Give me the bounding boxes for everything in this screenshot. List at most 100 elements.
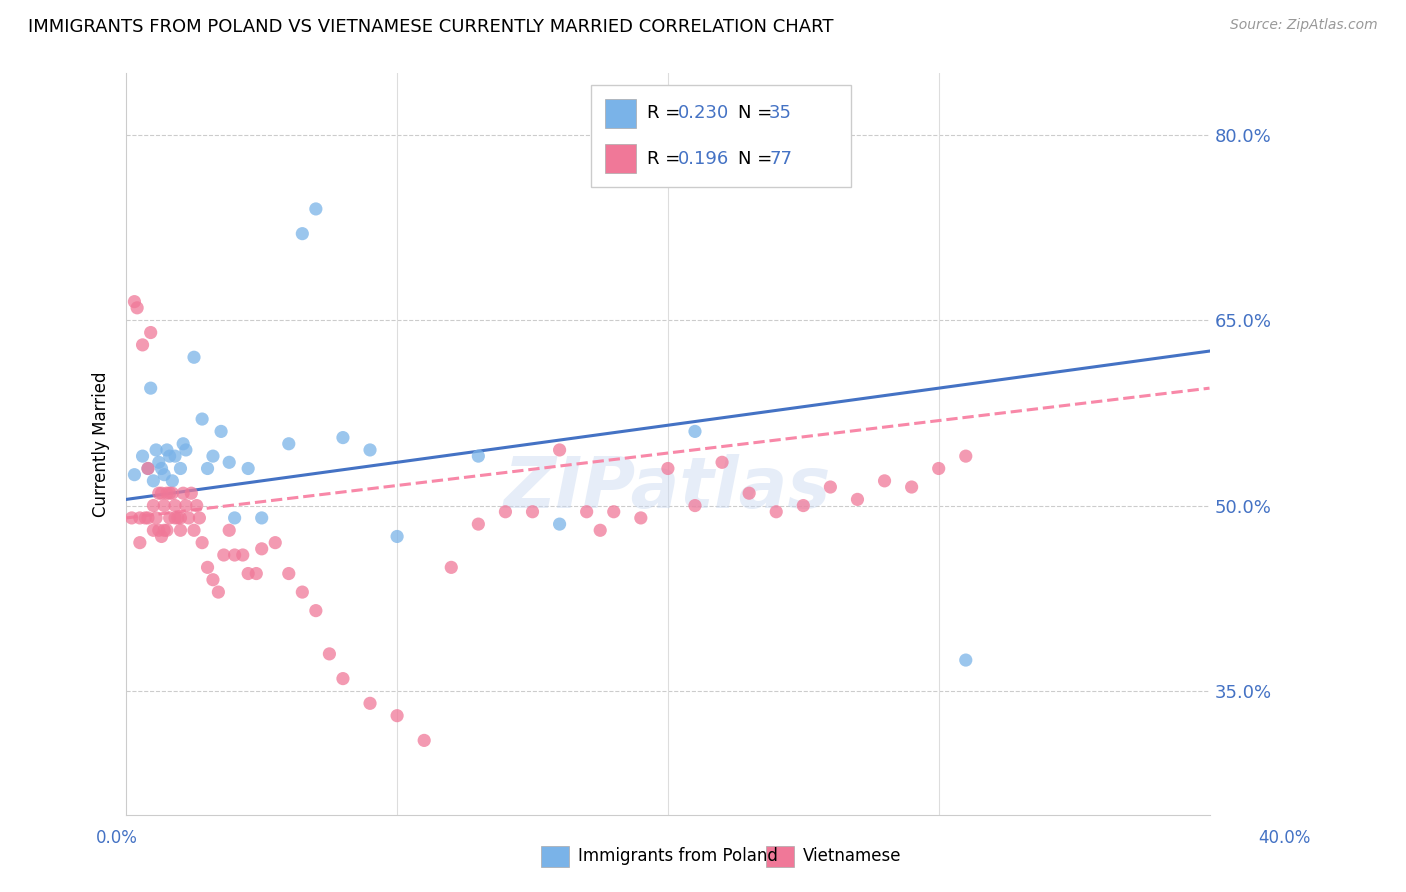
- Point: [156, 442, 179, 457]
- Point: [159, 486, 181, 500]
- Point: [385, 529, 408, 543]
- Point: [245, 566, 267, 581]
- Point: [188, 511, 211, 525]
- Point: [174, 499, 197, 513]
- Point: [264, 535, 287, 549]
- Point: [548, 517, 571, 532]
- Point: [150, 486, 173, 500]
- Point: [145, 442, 167, 457]
- Text: N =: N =: [738, 104, 778, 122]
- Text: ZIPatlas: ZIPatlas: [505, 454, 831, 523]
- Point: [250, 541, 273, 556]
- Point: [209, 425, 232, 439]
- Point: [142, 474, 165, 488]
- Point: [738, 486, 761, 500]
- Point: [134, 511, 156, 525]
- Point: [128, 535, 150, 549]
- Point: [191, 535, 214, 549]
- Point: [180, 486, 202, 500]
- Point: [136, 461, 159, 475]
- Text: 77: 77: [769, 150, 792, 168]
- Text: 0.0%: 0.0%: [96, 829, 138, 847]
- Point: [124, 294, 146, 309]
- Text: R =: R =: [647, 104, 686, 122]
- Point: [142, 499, 165, 513]
- Point: [359, 442, 381, 457]
- Point: [928, 461, 950, 475]
- Point: [359, 696, 381, 710]
- Point: [955, 653, 977, 667]
- Point: [150, 529, 173, 543]
- Point: [385, 708, 408, 723]
- Point: [183, 351, 205, 365]
- Point: [318, 647, 340, 661]
- Point: [218, 523, 240, 537]
- Point: [153, 523, 176, 537]
- Point: [186, 499, 208, 513]
- Point: [148, 455, 170, 469]
- Point: [163, 449, 186, 463]
- Text: 35: 35: [769, 104, 792, 122]
- Text: Immigrants from Poland: Immigrants from Poland: [578, 847, 778, 865]
- Point: [589, 523, 612, 537]
- Point: [169, 461, 191, 475]
- Point: [522, 505, 544, 519]
- Point: [238, 461, 260, 475]
- Point: [156, 486, 179, 500]
- Point: [150, 461, 173, 475]
- Point: [846, 492, 869, 507]
- Point: [873, 474, 896, 488]
- Text: 40.0%: 40.0%: [1258, 829, 1310, 847]
- Point: [159, 511, 181, 525]
- Point: [197, 560, 219, 574]
- Point: [224, 511, 246, 525]
- Point: [201, 573, 224, 587]
- Point: [145, 511, 167, 525]
- Point: [630, 511, 652, 525]
- Point: [277, 436, 299, 450]
- Point: [820, 480, 842, 494]
- Point: [166, 511, 188, 525]
- Point: [197, 461, 219, 475]
- Point: [212, 548, 235, 562]
- Point: [163, 499, 186, 513]
- Point: [440, 560, 463, 574]
- Text: N =: N =: [738, 150, 778, 168]
- Point: [128, 511, 150, 525]
- Point: [657, 461, 679, 475]
- Point: [201, 449, 224, 463]
- Point: [169, 523, 191, 537]
- Point: [683, 499, 706, 513]
- Text: Source: ZipAtlas.com: Source: ZipAtlas.com: [1230, 18, 1378, 32]
- Point: [277, 566, 299, 581]
- Text: Vietnamese: Vietnamese: [803, 847, 901, 865]
- Y-axis label: Currently Married: Currently Married: [93, 371, 110, 516]
- Point: [548, 442, 571, 457]
- Point: [332, 431, 354, 445]
- Text: R =: R =: [647, 150, 686, 168]
- Point: [238, 566, 260, 581]
- Point: [955, 449, 977, 463]
- Point: [765, 505, 787, 519]
- Point: [603, 505, 626, 519]
- Point: [148, 486, 170, 500]
- Point: [683, 425, 706, 439]
- Point: [224, 548, 246, 562]
- Point: [174, 442, 197, 457]
- Point: [792, 499, 814, 513]
- Point: [127, 301, 149, 315]
- Point: [148, 523, 170, 537]
- Text: IMMIGRANTS FROM POLAND VS VIETNAMESE CURRENTLY MARRIED CORRELATION CHART: IMMIGRANTS FROM POLAND VS VIETNAMESE CUR…: [28, 18, 834, 36]
- Point: [494, 505, 516, 519]
- Point: [159, 449, 181, 463]
- Point: [139, 381, 162, 395]
- Point: [183, 523, 205, 537]
- Point: [153, 499, 176, 513]
- Point: [467, 517, 489, 532]
- Point: [153, 467, 176, 482]
- Point: [900, 480, 922, 494]
- Point: [139, 326, 162, 340]
- Point: [177, 511, 200, 525]
- Point: [305, 604, 328, 618]
- Point: [169, 511, 191, 525]
